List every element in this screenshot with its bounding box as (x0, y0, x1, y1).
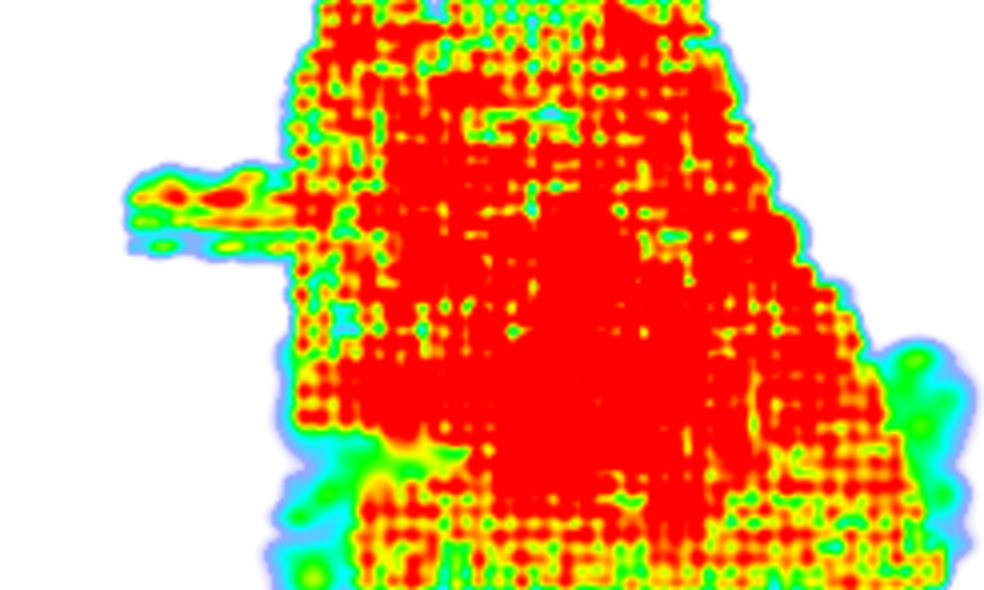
density-heatmap-layer (0, 0, 984, 590)
heatmap-map[interactable] (0, 0, 984, 590)
